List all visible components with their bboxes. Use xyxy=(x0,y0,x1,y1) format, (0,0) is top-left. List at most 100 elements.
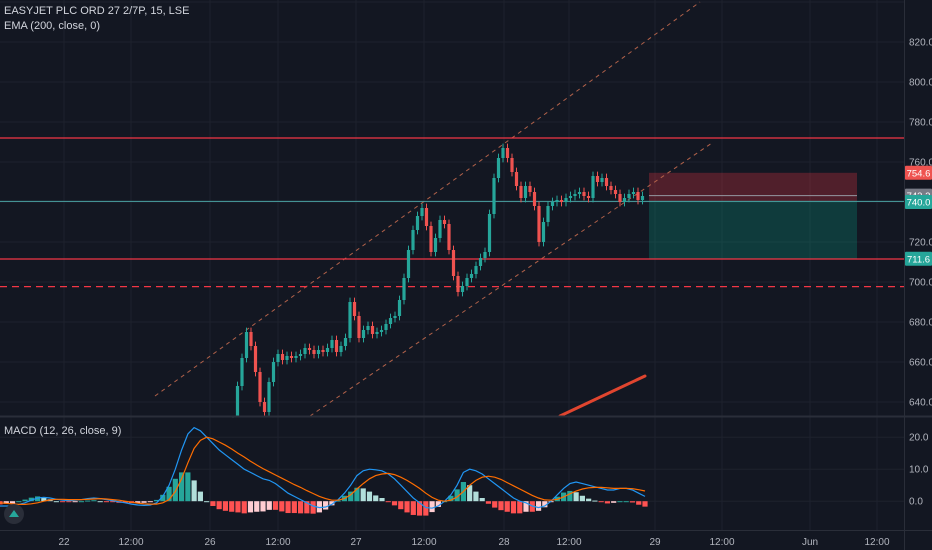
candle-body xyxy=(456,276,460,292)
macd-legend[interactable]: MACD (12, 26, close, 9) xyxy=(4,425,122,437)
time-axis[interactable]: 22 12:00 26 12:00 27 12:00 28 12:00 29 12:00 Jun 12… xyxy=(0,530,932,549)
macd-pane xyxy=(0,426,648,516)
macd-histogram-bar xyxy=(91,500,97,502)
candle-body xyxy=(244,332,249,358)
candle-body xyxy=(595,176,600,182)
candle-body xyxy=(249,332,253,346)
candle-body xyxy=(564,198,568,202)
time-tick-label: 22 xyxy=(58,537,70,548)
candle-body xyxy=(523,186,528,198)
macd-axis[interactable]: 0.0 10.0 20.0 xyxy=(909,433,929,508)
position-zone[interactable] xyxy=(649,172,857,259)
candle-body xyxy=(276,354,280,362)
macd-histogram-bar xyxy=(623,501,629,503)
macd-histogram-bar xyxy=(197,491,203,502)
candle-body xyxy=(415,216,420,230)
macd-histogram-bar xyxy=(266,501,272,510)
macd-histogram-bar xyxy=(316,501,322,513)
macd-histogram-bar xyxy=(122,501,128,503)
candle-body xyxy=(532,192,537,206)
macd-histogram-bar xyxy=(297,501,304,514)
candle-body xyxy=(451,250,456,276)
time-tick-label: 27 xyxy=(350,537,362,548)
symbol-legend[interactable]: EASYJET PLC ORD 27 2/7P, 15, LSE xyxy=(4,5,190,17)
time-tick-label: 26 xyxy=(204,537,216,548)
macd-line xyxy=(0,426,646,509)
macd-histogram-bar xyxy=(636,501,642,505)
candle-body xyxy=(573,194,577,196)
macd-histogram-bar xyxy=(97,501,103,503)
macd-histogram-bar xyxy=(410,501,416,515)
macd-histogram-bar xyxy=(191,480,197,502)
macd-histogram-bar xyxy=(285,501,291,514)
candle-body xyxy=(591,176,595,198)
candle-body xyxy=(370,326,375,334)
tradingview-logo-icon[interactable] xyxy=(4,504,24,524)
candle-body xyxy=(550,202,555,206)
time-tick-label: 29 xyxy=(649,537,661,548)
price-label-box xyxy=(905,251,932,266)
candle-body xyxy=(388,318,393,324)
candle-body xyxy=(424,208,429,226)
candle-body xyxy=(478,258,483,266)
macd-histogram-bar xyxy=(22,499,28,502)
candle-body xyxy=(627,194,631,198)
candle-body xyxy=(483,252,487,258)
macd-histogram-bar xyxy=(310,501,316,514)
macd-histogram-bar xyxy=(373,495,379,502)
macd-histogram-bar xyxy=(153,499,160,502)
macd-histogram-bar xyxy=(598,501,604,503)
ema-line xyxy=(558,374,647,418)
macd-histogram-bar xyxy=(78,501,85,503)
candle-body xyxy=(609,186,613,190)
price-tick-label: 640.0 xyxy=(909,398,932,409)
macd-histogram-bar xyxy=(179,472,185,502)
macd-histogram-bar xyxy=(535,501,542,511)
candle-body xyxy=(600,178,604,182)
macd-histogram-bar xyxy=(135,501,141,504)
macd-histogram-bar xyxy=(485,501,492,504)
candle-body xyxy=(460,286,465,292)
candle-body xyxy=(411,230,415,250)
price-axis[interactable]: 640.0 660.0 680.0 700.0 720.0 740.0 760.0 780.0… xyxy=(905,38,932,409)
macd-histogram-bar xyxy=(398,501,404,510)
channel-lines[interactable] xyxy=(154,1,713,417)
ema-legend[interactable]: EMA (200, close, 0) xyxy=(4,20,100,32)
macd-histogram-bar xyxy=(404,501,410,513)
candle-body xyxy=(289,356,294,358)
candle-body xyxy=(510,158,514,172)
time-tick-label: 12:00 xyxy=(265,537,290,548)
macd-histogram-bar xyxy=(429,501,435,513)
price-label-711.6: 711.6 xyxy=(905,251,932,266)
macd-histogram-bar xyxy=(510,501,517,514)
candle-body xyxy=(384,324,388,330)
candle-body xyxy=(352,302,357,316)
macd-histogram-bar xyxy=(53,501,59,503)
macd-histogram-bar xyxy=(354,487,360,502)
candle-body xyxy=(469,274,474,278)
candle-body xyxy=(613,190,618,194)
macd-histogram-bar xyxy=(479,498,485,502)
macd-histogram-bar xyxy=(323,501,329,510)
macd-tick-label: 20.0 xyxy=(909,433,929,444)
macd-histogram-bar xyxy=(247,501,254,513)
macd-histogram-bar xyxy=(523,501,529,512)
macd-histogram-bar xyxy=(66,501,72,503)
macd-histogram-bar xyxy=(573,492,579,502)
candle-body xyxy=(568,196,573,198)
candle-body xyxy=(537,206,541,242)
price-label-text: 740.0 xyxy=(907,198,931,209)
candle-body xyxy=(262,402,267,412)
macd-histogram-bar xyxy=(567,490,573,502)
macd-histogram-bar xyxy=(391,501,398,506)
macd-histogram-bar xyxy=(172,478,178,502)
macd-histogram-bar xyxy=(272,501,279,510)
macd-histogram-bar xyxy=(72,501,78,503)
candle-body xyxy=(496,158,501,178)
candle-body xyxy=(555,200,559,202)
price-label-text: 754.6 xyxy=(907,168,931,179)
macd-histogram-bar xyxy=(160,494,166,502)
macd-tick-label: 0.0 xyxy=(909,497,923,508)
macd-histogram-bar xyxy=(348,491,354,502)
macd-histogram-bar xyxy=(335,500,341,502)
